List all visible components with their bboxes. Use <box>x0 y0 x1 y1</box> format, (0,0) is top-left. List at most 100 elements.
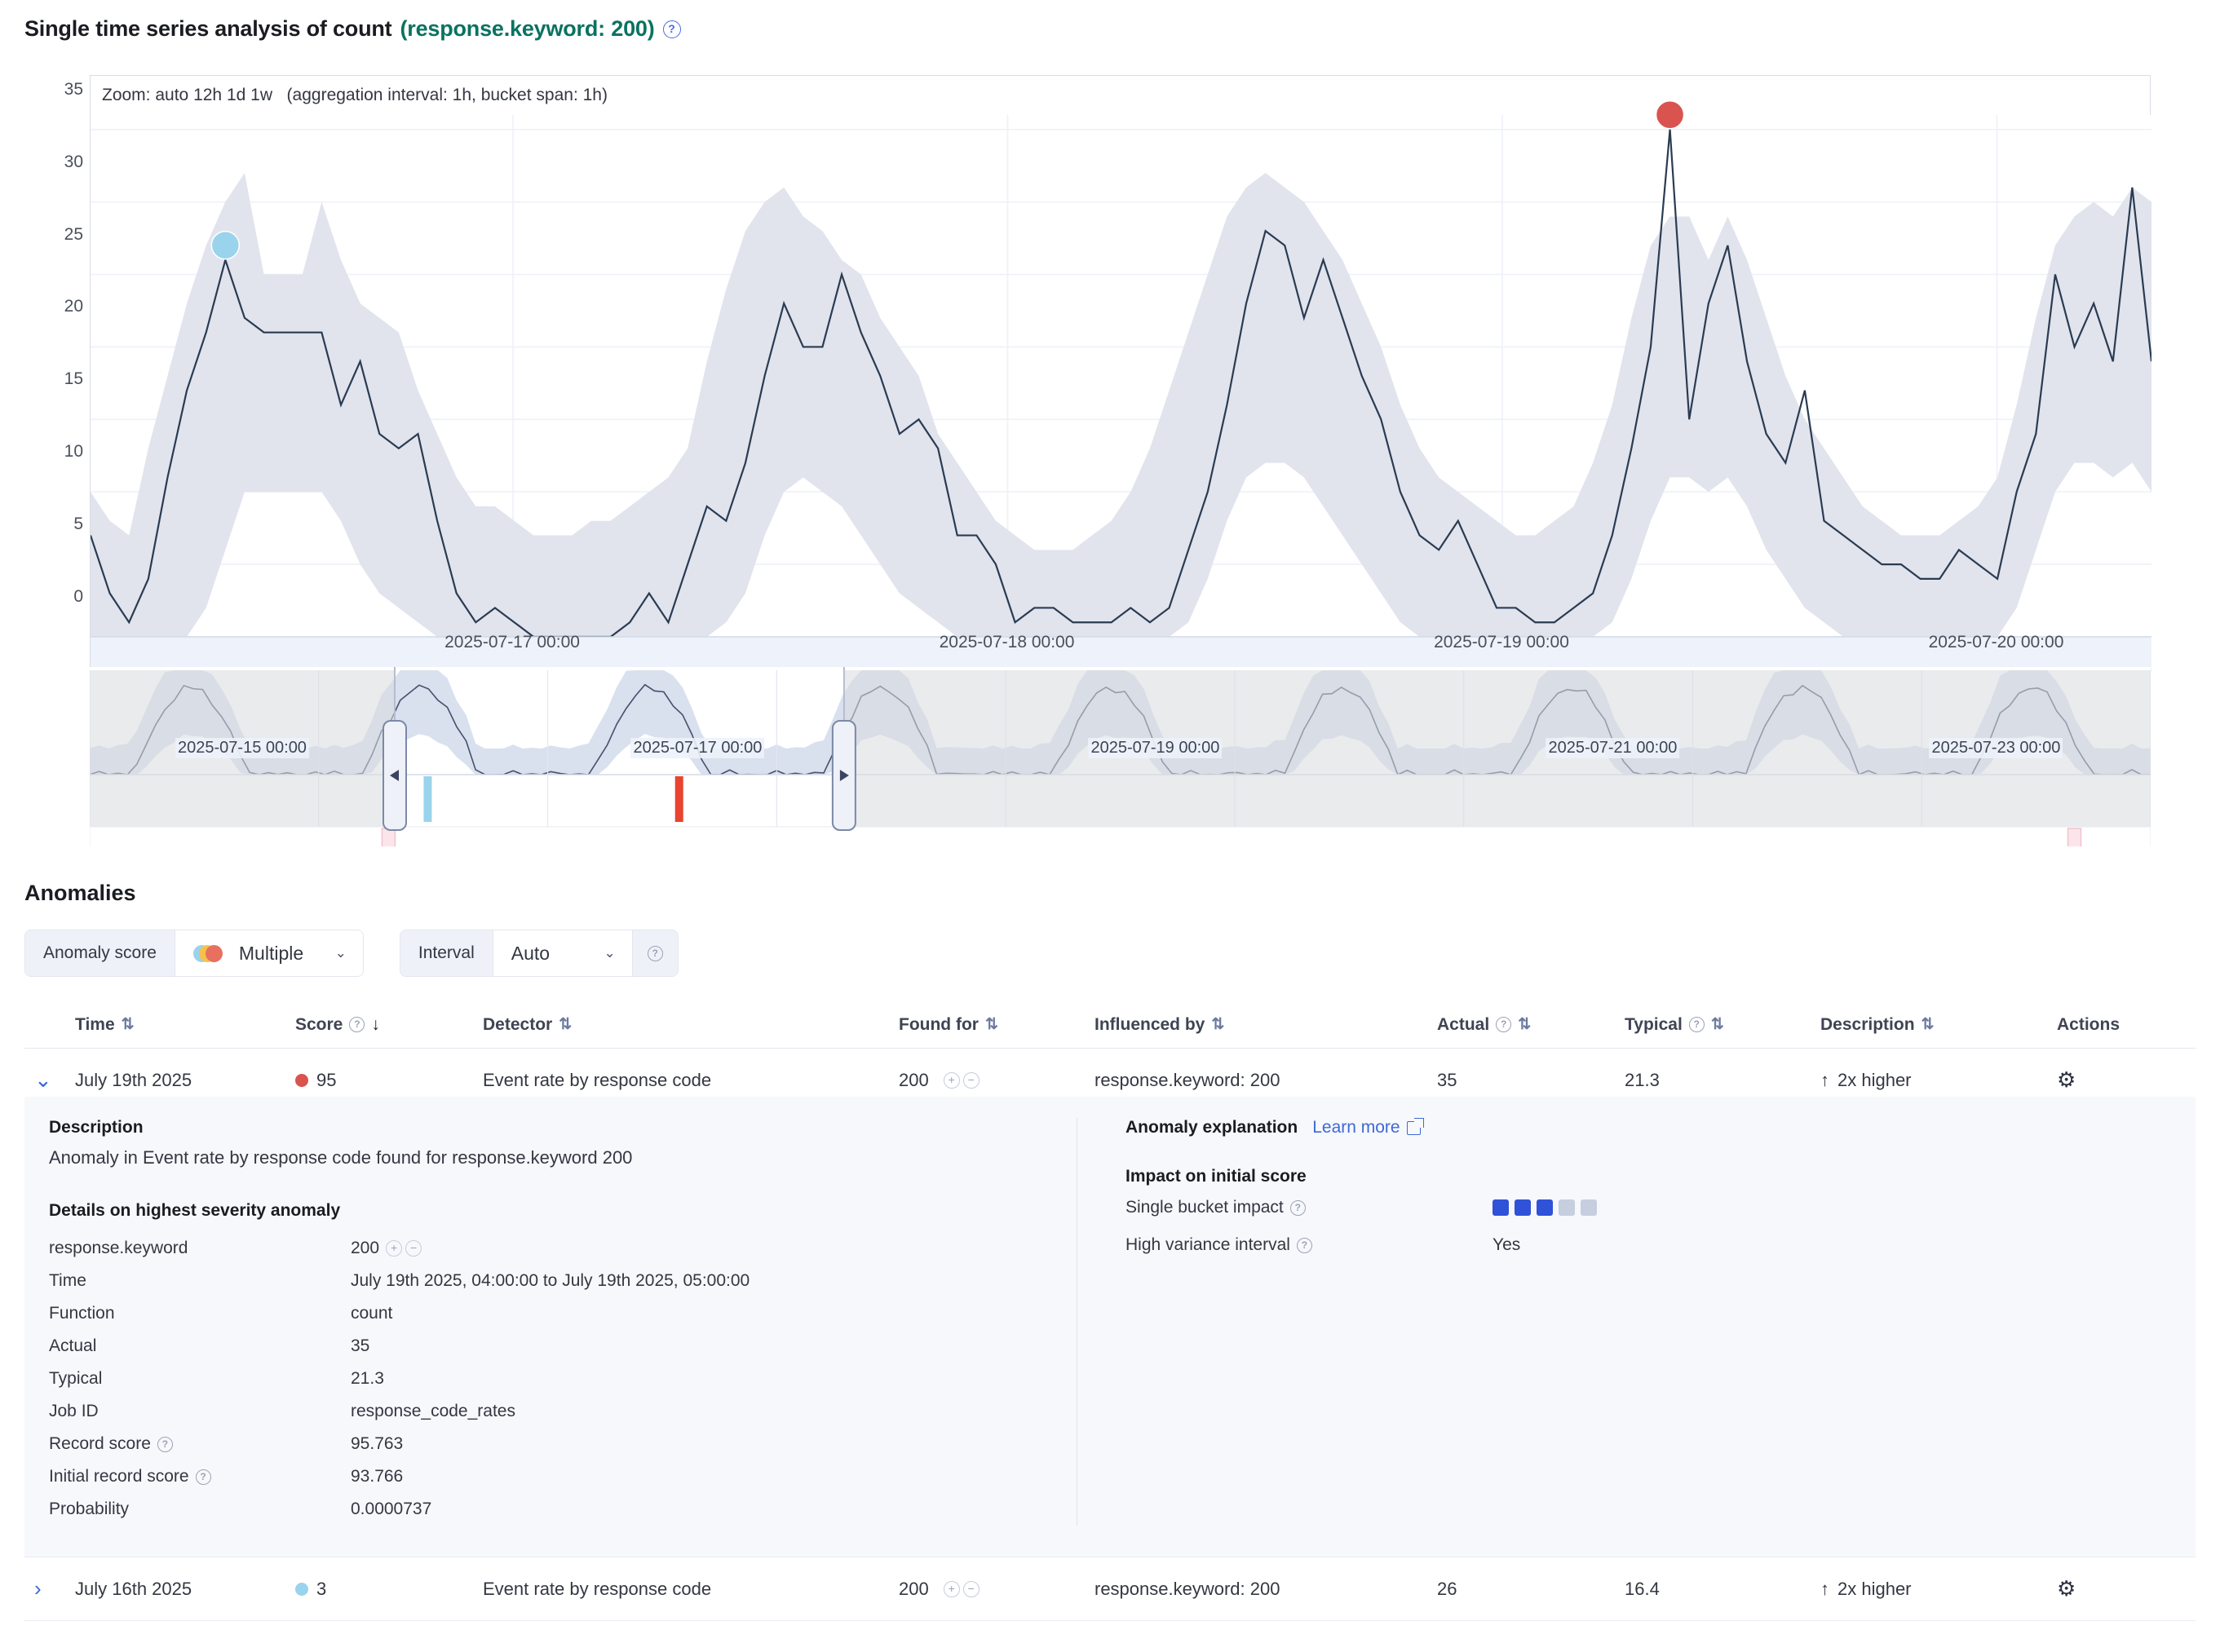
question-mark-icon[interactable]: ? <box>195 1469 211 1485</box>
table-header-row: Time ⇅ Score ? ↓ Detector ⇅ Found for ⇅ … <box>24 1001 2196 1049</box>
row-expander-button[interactable]: ⌄ <box>24 1067 75 1093</box>
detail-value: 93.766 <box>351 1467 404 1486</box>
row-actions[interactable]: ⚙ <box>2057 1576 2187 1601</box>
brush-handle-left[interactable] <box>382 720 407 831</box>
detail-item: Job ID response_code_rates <box>49 1395 2171 1428</box>
impact-key-text: High variance interval <box>1125 1235 1290 1254</box>
row-time: July 19th 2025 <box>75 1069 192 1090</box>
question-mark-icon[interactable]: ? <box>1688 1017 1705 1032</box>
detail-value: count <box>351 1304 393 1323</box>
filter-out-value-icon[interactable]: − <box>405 1240 422 1257</box>
col-detector[interactable]: Detector ⇅ <box>483 1015 899 1035</box>
bucket-marker[interactable] <box>381 828 396 855</box>
anomalies-heading: Anomalies <box>24 881 136 905</box>
title-help-icon[interactable]: ? <box>662 20 681 38</box>
col-description[interactable]: Description ⇅ <box>1820 1015 2057 1035</box>
anomaly-detail-panel: Description Anomaly in Event rate by res… <box>24 1097 2196 1557</box>
explanation-heading: Anomaly explanation <box>1125 1118 1298 1137</box>
anomaly-score-select[interactable]: Multiple ⌄ <box>175 930 363 976</box>
detail-key: Actual <box>49 1336 97 1355</box>
zoom-controls: Zoom: auto 12h 1d 1w (aggregation interv… <box>102 86 608 105</box>
detail-item: Actual 35 <box>49 1330 2171 1363</box>
swimlane-anomaly-marker[interactable] <box>674 776 683 822</box>
page-title-main: Single time series analysis of count <box>24 16 392 41</box>
filter-for-value-icon[interactable]: + <box>386 1240 403 1257</box>
gear-icon[interactable]: ⚙ <box>2057 1067 2076 1092</box>
row-influenced-by: response.keyword: 200 <box>1095 1069 1280 1090</box>
impact-heading: Impact on initial score <box>1125 1167 1307 1186</box>
anomaly-explanation-pane: Anomaly explanation Learn more Impact on… <box>1125 1117 2153 1261</box>
row-description: ↑ 2x higher <box>1820 1579 2057 1600</box>
learn-more-link[interactable]: Learn more <box>1312 1117 1424 1137</box>
brush-handle-right[interactable] <box>831 720 856 831</box>
multi-severity-dots-icon <box>192 943 226 963</box>
sort-both-icon: ⇅ <box>1211 1016 1225 1033</box>
interval-filter[interactable]: Interval Auto ⌄ ? <box>399 930 679 977</box>
chevron-down-icon[interactable]: ⌄ <box>34 1067 52 1092</box>
detail-item: Initial record score ? 93.766 <box>49 1460 2171 1493</box>
anomaly-marker-critical[interactable] <box>1655 100 1685 130</box>
chevron-right-icon[interactable]: › <box>34 1576 42 1601</box>
detail-key: Typical <box>49 1369 103 1388</box>
zoom-option-auto[interactable]: auto <box>155 86 189 104</box>
gear-icon[interactable]: ⚙ <box>2057 1576 2076 1601</box>
anomaly-marker-low[interactable] <box>210 231 241 260</box>
interval-help-button[interactable]: ? <box>631 930 678 976</box>
detail-description-text: Anomaly in Event rate by response code f… <box>49 1147 633 1168</box>
question-mark-icon[interactable]: ? <box>1496 1017 1512 1032</box>
bucket-marker[interactable] <box>2067 828 2082 855</box>
row-typical: 21.3 <box>1625 1069 1660 1090</box>
col-influenced-by[interactable]: Influenced by ⇅ <box>1095 1015 1437 1035</box>
y-tick-label: 15 <box>64 369 83 389</box>
question-mark-icon[interactable]: ? <box>349 1017 365 1032</box>
impact-key: High variance interval ? <box>1125 1235 1493 1255</box>
x-tick-label: 2025-07-17 00:00 <box>444 633 580 652</box>
col-found-for[interactable]: Found for ⇅ <box>899 1015 1095 1035</box>
row-expander-button[interactable]: › <box>24 1576 75 1601</box>
anomalies-table-continued: › July 16th 2025 3 Event rate by respons… <box>24 1557 2196 1621</box>
col-typical-label: Typical <box>1625 1014 1683 1034</box>
table-row[interactable]: › July 16th 2025 3 Event rate by respons… <box>24 1557 2196 1621</box>
zoom-option-1w[interactable]: 1w <box>250 86 273 104</box>
severity-dot-icon <box>295 1582 308 1596</box>
y-tick-label: 0 <box>73 587 83 606</box>
row-actions[interactable]: ⚙ <box>2057 1067 2187 1093</box>
page-title: Single time series analysis of count (re… <box>24 16 681 42</box>
anomalies-filters: Anomaly score Multiple ⌄ Interval Auto ⌄… <box>24 930 679 977</box>
arrow-up-icon: ↑ <box>1820 1069 1829 1090</box>
question-mark-icon[interactable]: ? <box>1289 1199 1306 1216</box>
chevron-down-icon: ⌄ <box>604 945 616 961</box>
row-description: ↑ 2x higher <box>1820 1070 2057 1091</box>
zoom-label: Zoom: <box>102 86 151 104</box>
zoom-option-1d[interactable]: 1d <box>226 86 246 104</box>
row-found-for-value: 200 <box>899 1069 929 1090</box>
filter-out-value-icon[interactable]: − <box>962 1580 980 1597</box>
anomaly-score-filter[interactable]: Anomaly score Multiple ⌄ <box>24 930 364 977</box>
zoom-option-12h[interactable]: 12h <box>193 86 223 104</box>
detail-key: Time <box>49 1271 86 1290</box>
timeseries-plot[interactable] <box>91 76 2151 671</box>
col-actual[interactable]: Actual ? ⇅ <box>1437 1015 1625 1035</box>
row-found-for-value: 200 <box>899 1578 929 1599</box>
detail-value-text: 200 <box>351 1239 380 1257</box>
filter-for-value-icon[interactable]: + <box>943 1071 960 1089</box>
interval-select[interactable]: Auto ⌄ <box>493 930 632 976</box>
filter-out-value-icon[interactable]: − <box>962 1071 980 1089</box>
row-detector: Event rate by response code <box>483 1578 712 1599</box>
swimlane-anomaly-marker[interactable] <box>423 776 432 822</box>
col-time[interactable]: Time ⇅ <box>75 1015 295 1035</box>
row-score-value: 3 <box>316 1578 327 1599</box>
col-score[interactable]: Score ? ↓ <box>295 1015 483 1035</box>
question-mark-icon[interactable]: ? <box>1296 1237 1312 1253</box>
x-tick-label: 2025-07-18 00:00 <box>939 633 1075 652</box>
impact-bar-filled <box>1537 1199 1553 1216</box>
filter-for-value-icon[interactable]: + <box>943 1580 960 1597</box>
interval-value: Auto <box>511 942 551 964</box>
timeseries-chart-card: Zoom: auto 12h 1d 1w (aggregation interv… <box>90 75 2151 671</box>
col-typical[interactable]: Typical ? ⇅ <box>1625 1015 1820 1035</box>
y-tick-label: 10 <box>64 442 83 462</box>
detail-item: Function count <box>49 1297 2171 1330</box>
external-link-icon <box>1406 1117 1424 1135</box>
detail-key: Record score ? <box>49 1434 351 1454</box>
question-mark-icon[interactable]: ? <box>157 1436 173 1452</box>
